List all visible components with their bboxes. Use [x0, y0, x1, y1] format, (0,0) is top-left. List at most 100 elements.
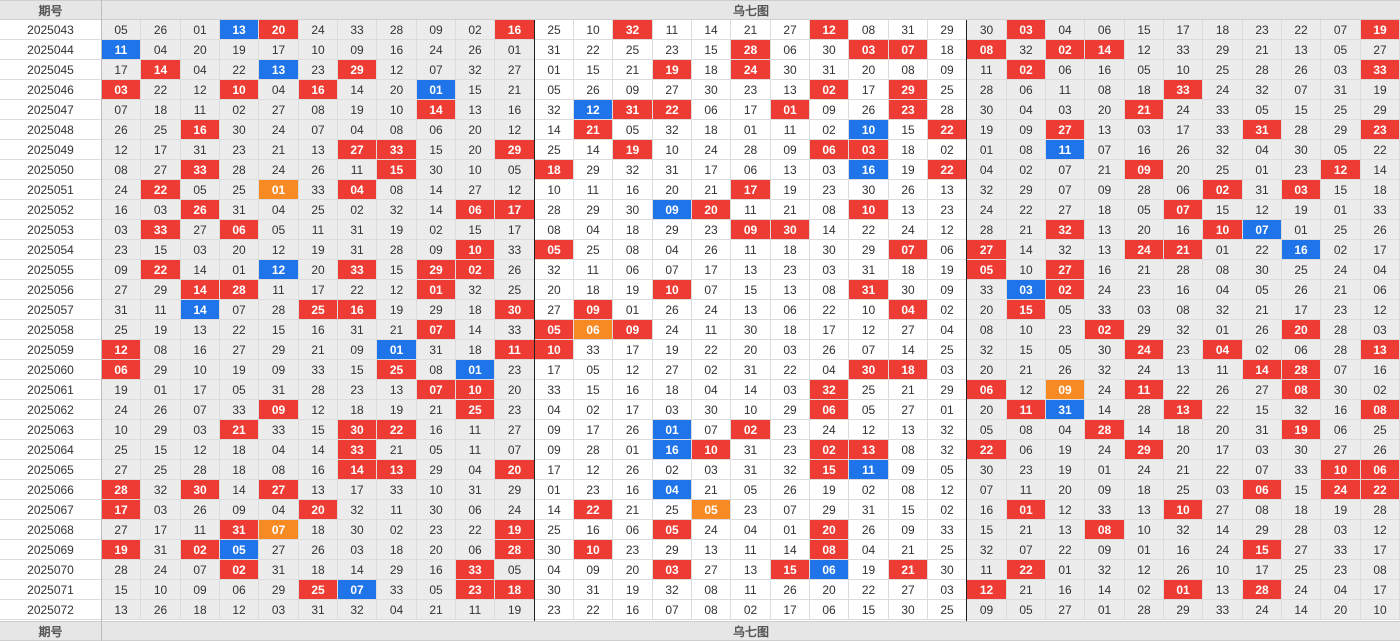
highlighted-number-cell: 01 — [417, 80, 456, 100]
highlighted-number-cell: 07 — [1164, 200, 1203, 220]
number-cell: 33 — [574, 340, 613, 360]
period-cell: 2025061 — [0, 380, 101, 400]
highlighted-number-cell: 09 — [1125, 160, 1164, 180]
highlighted-number-cell: 19 — [102, 540, 141, 560]
number-cell: 23 — [731, 500, 771, 520]
number-cell: 33 — [1361, 200, 1400, 220]
number-cell: 22 — [849, 220, 889, 240]
number-cell: 02 — [220, 100, 259, 120]
number-cell: 02 — [1321, 240, 1361, 260]
highlighted-number-cell: 17 — [102, 500, 141, 520]
highlighted-number-cell: 15 — [1243, 540, 1282, 560]
highlighted-number-cell: 10 — [1321, 460, 1361, 480]
number-cell: 32 — [338, 500, 377, 520]
number-cell: 14 — [535, 500, 574, 520]
number-cell: 26 — [141, 20, 181, 40]
number-cell: 04 — [338, 120, 377, 140]
number-cell: 26 — [495, 260, 535, 280]
highlighted-number-cell: 28 — [495, 540, 535, 560]
number-cell: 32 — [1243, 80, 1282, 100]
number-cell: 30 — [967, 460, 1007, 480]
number-cell: 33 — [1164, 40, 1203, 60]
number-cell: 32 — [653, 120, 692, 140]
number-cell: 03 — [1046, 100, 1085, 120]
number-cell: 21 — [1164, 460, 1203, 480]
number-cell: 32 — [456, 60, 495, 80]
highlighted-number-cell: 01 — [771, 100, 810, 120]
number-cell: 02 — [1361, 380, 1400, 400]
number-cell: 26 — [613, 460, 653, 480]
number-cell: 04 — [692, 380, 731, 400]
period-cell: 2025062 — [0, 400, 101, 420]
number-cell: 15 — [338, 360, 377, 380]
number-cell: 05 — [417, 440, 456, 460]
highlighted-number-cell: 16 — [495, 20, 535, 40]
highlighted-number-cell: 33 — [377, 140, 417, 160]
number-cell: 28 — [1282, 520, 1321, 540]
highlighted-number-cell: 25 — [377, 360, 417, 380]
number-cell: 18 — [456, 300, 495, 320]
number-cell: 30 — [1282, 440, 1321, 460]
number-cell: 21 — [1125, 260, 1164, 280]
number-cell: 33 — [967, 280, 1007, 300]
number-cell: 06 — [1282, 340, 1321, 360]
highlighted-number-cell: 27 — [1046, 120, 1085, 140]
number-cell: 28 — [1321, 320, 1361, 340]
number-cell: 26 — [1282, 60, 1321, 80]
number-cell: 14 — [771, 540, 810, 560]
number-cell: 04 — [1243, 140, 1282, 160]
number-cell: 30 — [928, 560, 967, 580]
number-cell: 08 — [102, 160, 141, 180]
number-cell: 18 — [181, 600, 220, 620]
number-cell: 26 — [889, 180, 928, 200]
number-cell: 18 — [771, 240, 810, 260]
number-cell: 02 — [417, 220, 456, 240]
highlighted-number-cell: 05 — [692, 500, 731, 520]
highlighted-number-cell: 10 — [1164, 500, 1203, 520]
number-cell: 10 — [1007, 260, 1046, 280]
highlighted-number-cell: 14 — [181, 280, 220, 300]
number-cell: 31 — [653, 160, 692, 180]
number-cell: 23 — [1321, 560, 1361, 580]
number-cell: 19 — [849, 560, 889, 580]
number-cell: 30 — [1243, 260, 1282, 280]
number-cell: 28 — [1243, 60, 1282, 80]
number-cell: 08 — [1203, 260, 1243, 280]
number-cell: 15 — [456, 220, 495, 240]
highlighted-number-cell: 21 — [574, 120, 613, 140]
highlighted-number-cell: 14 — [1243, 360, 1282, 380]
number-cell: 26 — [771, 480, 810, 500]
number-cell: 10 — [1164, 60, 1203, 80]
highlighted-number-cell: 17 — [495, 200, 535, 220]
number-cell: 02 — [692, 360, 731, 380]
number-cell: 11 — [967, 560, 1007, 580]
number-cell: 21 — [692, 480, 731, 500]
number-cell: 08 — [1361, 560, 1400, 580]
number-cell: 04 — [259, 200, 299, 220]
number-cell: 18 — [653, 380, 692, 400]
number-cell: 18 — [771, 320, 810, 340]
number-cell: 18 — [1085, 200, 1125, 220]
period-cell: 2025047 — [0, 100, 101, 120]
number-cell: 18 — [338, 400, 377, 420]
number-cell: 06 — [1046, 60, 1085, 80]
number-cell: 30 — [1282, 140, 1321, 160]
number-cell: 27 — [535, 300, 574, 320]
number-cell: 10 — [417, 480, 456, 500]
number-cell: 29 — [417, 300, 456, 320]
number-cell: 03 — [141, 500, 181, 520]
number-cell: 31 — [338, 240, 377, 260]
number-cell: 17 — [692, 160, 731, 180]
number-cell: 04 — [141, 40, 181, 60]
highlighted-number-cell: 28 — [1282, 360, 1321, 380]
number-cell: 12 — [574, 460, 613, 480]
number-cell: 12 — [299, 400, 338, 420]
number-cell: 05 — [1007, 600, 1046, 620]
number-cell: 23 — [731, 80, 771, 100]
number-cell: 15 — [141, 440, 181, 460]
highlighted-number-cell: 08 — [1282, 380, 1321, 400]
highlighted-number-cell: 22 — [1361, 480, 1400, 500]
number-cell: 06 — [417, 120, 456, 140]
number-cell: 01 — [535, 480, 574, 500]
